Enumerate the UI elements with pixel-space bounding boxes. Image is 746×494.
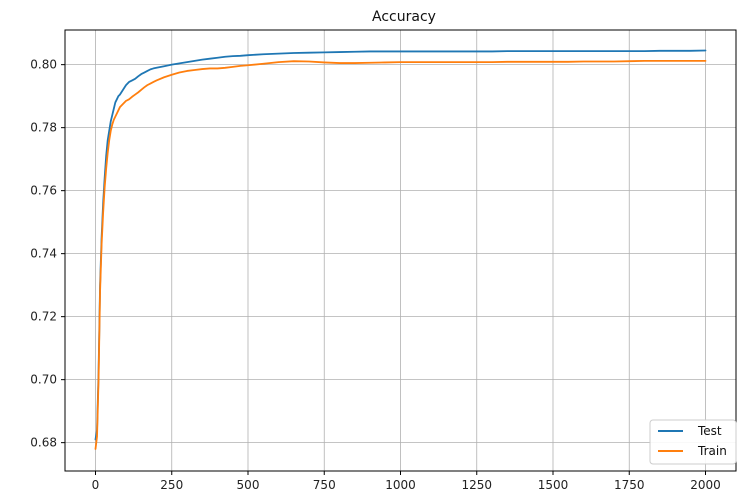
y-tick-label: 0.78 [30, 121, 57, 135]
x-tick-label: 1250 [461, 478, 492, 492]
x-tick-label: 1000 [385, 478, 416, 492]
x-tick-label: 250 [160, 478, 183, 492]
grid-layer [65, 30, 736, 471]
y-tick-label: 0.70 [30, 373, 57, 387]
series-layer [94, 49, 707, 450]
ticks-layer: 0 250 500 750 1000 1250 1500 1750 2000 0.68 0.70 0.… [30, 58, 720, 492]
y-tick-label: 0.68 [30, 436, 57, 450]
legend-test-label: Test [697, 424, 722, 438]
x-tick-label: 500 [237, 478, 260, 492]
y-tick-label: 0.72 [30, 310, 57, 324]
x-tick-label: 1750 [614, 478, 645, 492]
legend: Test Train [649, 419, 737, 465]
series-line-test [94, 49, 707, 441]
y-tick-label: 0.80 [30, 58, 57, 72]
x-tick-label: 0 [92, 478, 100, 492]
chart-title: Accuracy [372, 9, 436, 25]
x-tick-label: 750 [313, 478, 336, 492]
x-tick-label: 1500 [538, 478, 569, 492]
series-line-train [94, 59, 707, 450]
x-tick-label: 2000 [690, 478, 721, 492]
y-tick-label: 0.76 [30, 184, 57, 198]
legend-train-label: Train [697, 444, 727, 458]
y-tick-label: 0.74 [30, 247, 57, 261]
